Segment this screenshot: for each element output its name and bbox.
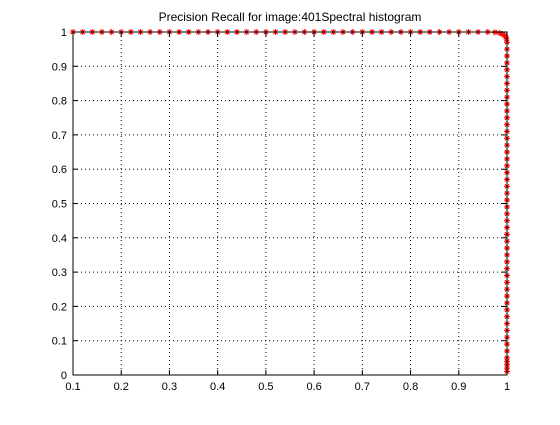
y-tick-label: 1: [61, 27, 67, 39]
x-tick-label: 0.4: [210, 381, 225, 393]
chart-title: Precision Recall for image:401Spectral h…: [159, 10, 422, 24]
x-tick-label: 1: [504, 381, 510, 393]
y-tick-label: 0.7: [52, 130, 67, 142]
y-tick-label: 0: [61, 370, 67, 382]
y-tick-label: 0.1: [52, 336, 67, 348]
y-tick-label: 0.9: [52, 61, 67, 73]
x-tick-label: 0.5: [258, 381, 273, 393]
x-tick-label: 0.7: [355, 381, 370, 393]
y-tick-label: 0.4: [52, 233, 67, 245]
y-tick-label: 0.5: [52, 199, 67, 211]
x-tick-label: 0.9: [451, 381, 466, 393]
ticks: [72, 31, 508, 376]
x-tick-label: 0.2: [114, 381, 129, 393]
y-tick-label: 0.8: [52, 96, 67, 108]
y-tick-label: 0.3: [52, 267, 67, 279]
grid: [73, 32, 507, 375]
y-tick-label: 0.2: [52, 301, 67, 313]
x-tick-label: 0.3: [162, 381, 177, 393]
x-tick-label: 0.1: [65, 381, 80, 393]
tick-labels: 0.1 0.2 0.3 0.4 0.5 0.6 0.7 0.8 0.9 100.10.20.30.…: [52, 27, 510, 393]
y-tick-label: 0.6: [52, 164, 67, 176]
x-tick-label: 0.8: [403, 381, 418, 393]
x-tick-label: 0.6: [306, 381, 321, 393]
